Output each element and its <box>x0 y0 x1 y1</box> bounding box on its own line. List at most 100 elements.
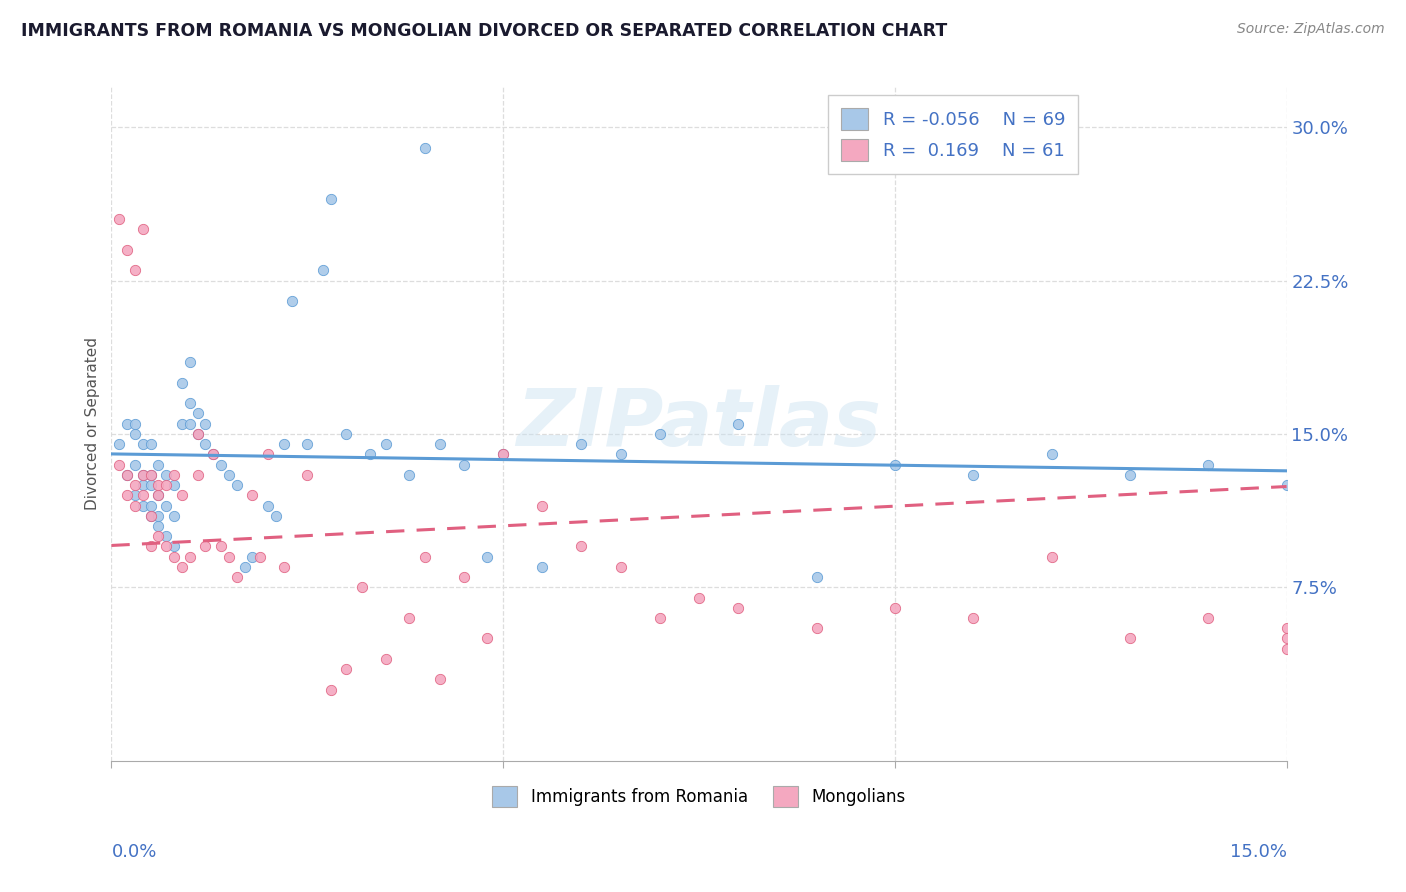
Point <box>124 263 146 277</box>
Point <box>194 417 217 431</box>
Point <box>1040 447 1063 461</box>
Point <box>531 499 554 513</box>
Point <box>139 499 162 513</box>
Point <box>218 549 240 564</box>
Point <box>242 488 264 502</box>
Point <box>179 355 201 369</box>
Point <box>1119 467 1142 482</box>
Point <box>163 549 186 564</box>
Point <box>962 467 984 482</box>
Point <box>571 540 593 554</box>
Point <box>139 437 162 451</box>
Point <box>155 467 177 482</box>
Y-axis label: Divorced or Separated: Divorced or Separated <box>86 337 100 510</box>
Point <box>688 591 710 605</box>
Point <box>806 621 828 635</box>
Point <box>163 540 186 554</box>
Point <box>1119 632 1142 646</box>
Point <box>179 396 201 410</box>
Point <box>806 570 828 584</box>
Point <box>132 467 155 482</box>
Point <box>115 488 138 502</box>
Point <box>170 417 193 431</box>
Point <box>218 467 240 482</box>
Point <box>1040 549 1063 564</box>
Point <box>453 458 475 472</box>
Point <box>194 437 217 451</box>
Point <box>139 478 162 492</box>
Point <box>492 447 515 461</box>
Point <box>132 499 155 513</box>
Point <box>139 467 162 482</box>
Point <box>531 559 554 574</box>
Text: Source: ZipAtlas.com: Source: ZipAtlas.com <box>1237 22 1385 37</box>
Point <box>492 447 515 461</box>
Point <box>648 426 671 441</box>
Point <box>124 488 146 502</box>
Point <box>257 447 280 461</box>
Point <box>297 437 319 451</box>
Point <box>312 263 335 277</box>
Point <box>359 447 381 461</box>
Point <box>319 682 342 697</box>
Point <box>155 529 177 543</box>
Point <box>170 488 193 502</box>
Point <box>225 478 247 492</box>
Point <box>187 467 209 482</box>
Point <box>273 437 295 451</box>
Point <box>609 447 631 461</box>
Text: IMMIGRANTS FROM ROMANIA VS MONGOLIAN DIVORCED OR SEPARATED CORRELATION CHART: IMMIGRANTS FROM ROMANIA VS MONGOLIAN DIV… <box>21 22 948 40</box>
Point <box>1197 458 1219 472</box>
Point <box>1275 478 1298 492</box>
Text: 15.0%: 15.0% <box>1230 843 1286 861</box>
Point <box>148 519 170 533</box>
Point <box>280 293 302 308</box>
Point <box>124 499 146 513</box>
Text: 0.0%: 0.0% <box>111 843 157 861</box>
Point <box>187 426 209 441</box>
Point <box>163 508 186 523</box>
Point <box>132 478 155 492</box>
Point <box>429 673 451 687</box>
Point <box>429 437 451 451</box>
Point <box>148 478 170 492</box>
Point <box>319 192 342 206</box>
Point <box>264 508 287 523</box>
Point <box>148 488 170 502</box>
Point <box>148 529 170 543</box>
Point <box>727 600 749 615</box>
Point <box>257 499 280 513</box>
Point <box>225 570 247 584</box>
Point <box>179 417 201 431</box>
Point <box>124 417 146 431</box>
Point <box>413 141 436 155</box>
Point <box>297 467 319 482</box>
Point <box>1275 621 1298 635</box>
Point <box>1275 632 1298 646</box>
Point <box>202 447 225 461</box>
Point <box>374 437 396 451</box>
Point <box>233 559 256 574</box>
Point <box>139 508 162 523</box>
Point <box>249 549 271 564</box>
Point <box>273 559 295 574</box>
Point <box>155 478 177 492</box>
Point <box>108 212 131 227</box>
Point <box>477 549 499 564</box>
Point <box>571 437 593 451</box>
Point <box>453 570 475 584</box>
Point <box>132 488 155 502</box>
Point <box>187 426 209 441</box>
Point <box>115 417 138 431</box>
Point <box>148 458 170 472</box>
Point <box>139 540 162 554</box>
Point <box>132 222 155 236</box>
Point <box>139 467 162 482</box>
Point <box>148 508 170 523</box>
Point <box>242 549 264 564</box>
Point <box>187 407 209 421</box>
Point <box>155 540 177 554</box>
Point <box>209 540 232 554</box>
Point <box>1275 641 1298 656</box>
Point <box>115 467 138 482</box>
